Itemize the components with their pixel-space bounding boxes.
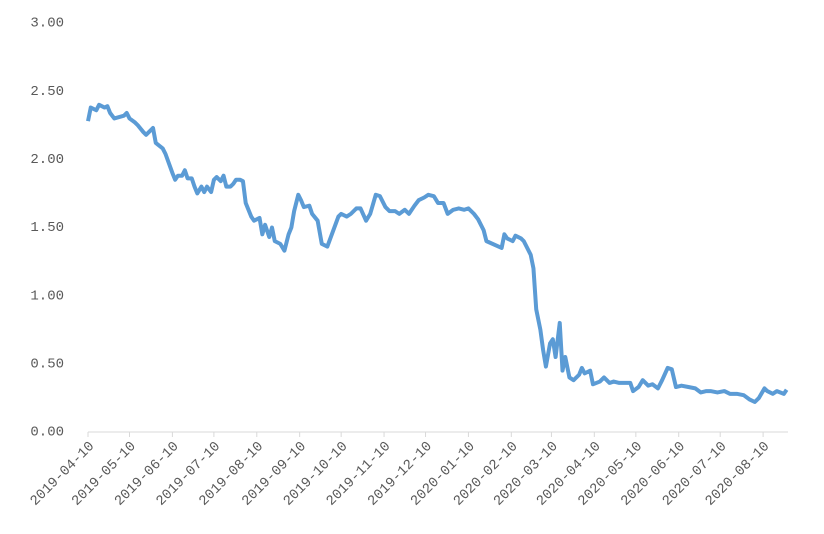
line-series: [86, 102, 789, 405]
y-tick-label: 1.50: [30, 220, 64, 236]
y-tick-label: 0.00: [30, 425, 64, 441]
y-tick-label: 0.50: [30, 357, 64, 373]
y-tick-label: 2.00: [30, 152, 64, 168]
y-tick-label: 1.00: [30, 288, 64, 304]
y-tick-label: 3.00: [30, 16, 64, 32]
y-tick-label: 2.50: [30, 84, 64, 100]
